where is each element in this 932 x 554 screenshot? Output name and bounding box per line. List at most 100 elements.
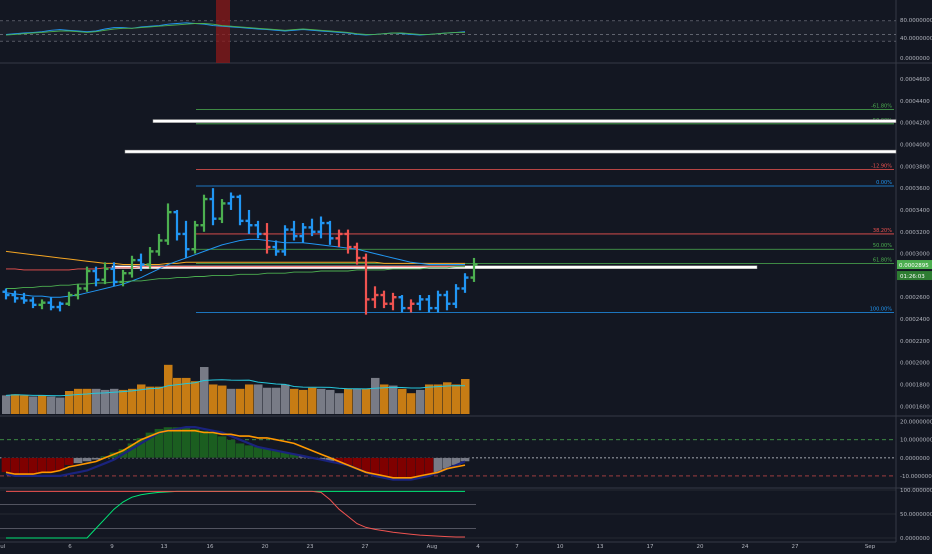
volume-bar [425,384,434,414]
macd-histogram-bar [73,457,83,464]
macd-histogram-bar [64,457,74,466]
fib-level-label: 100.00% [870,306,892,312]
volume-bar [380,384,389,414]
time-axis-label: 9 [110,544,114,550]
volume-bar [110,388,119,414]
time-axis-label: 24 [742,544,749,550]
volume-bar [38,395,47,414]
macd-histogram-bar [406,457,416,480]
volume-bar [137,384,146,414]
macd-histogram-bar [208,432,218,458]
volume-bar [119,389,128,414]
price-axis-label: 0.0003000 [900,252,930,258]
bottom-red-line [6,490,465,538]
volume-bar [47,396,56,414]
volume-bar [191,381,200,414]
macd-histogram-bar [181,426,191,458]
fib-level-label: 61.80% [873,257,892,263]
macd-axis-label: 10.0000000 [900,438,932,444]
volume-bar [308,387,317,414]
horizontal-ray-2[interactable] [124,149,897,154]
price-axis-label: 0.0004000 [900,143,930,149]
time-axis-label: 23 [307,544,314,550]
volume-bar [164,364,173,414]
price-axis-label: 0.0003200 [900,230,930,236]
oscillator-line-b [5,23,465,36]
volume-bar [272,387,281,414]
macd-signal-line [5,426,466,481]
volume-bar [371,377,380,414]
time-axis-label: 17 [647,544,654,550]
macd-histogram-bar [244,445,254,458]
macd-histogram-bar [28,457,38,475]
macd-histogram-bar [1,457,11,473]
macd-histogram-bar [19,457,29,475]
time-axis-label: 4 [476,544,480,550]
time-axis-label: Aug [427,544,438,550]
bottom-axis-label: 100.0000000 [900,488,932,494]
macd-line [5,429,466,479]
volume-bar [209,384,218,414]
volume-moving-average [5,379,466,397]
volume-bar [245,384,254,414]
moving-average-blue [5,238,465,298]
volume-bar [200,367,209,414]
macd-axis-label: 20.0000000 [900,420,932,426]
volume-bar [398,388,407,414]
volume-bar [182,377,191,414]
volume-bar [92,388,101,414]
price-axis-label: 0.0001800 [900,382,930,388]
time-axis-label: 10 [557,544,564,550]
volume-bar [407,393,416,414]
volume-bar [236,388,245,414]
moving-average-green [6,266,465,289]
macd-histogram-bar [190,428,200,458]
rsi-axis-label: 80.0000000 [900,18,932,24]
time-axis-label: 13 [161,544,168,550]
volume-bar [2,395,11,414]
price-axis-label: 0.0003400 [900,208,930,214]
volume-bar [263,387,272,414]
time-axis-label: 16 [207,544,214,550]
macd-histogram-bar [172,426,182,458]
volume-bar [218,385,227,414]
price-axis-label: 0.0002000 [900,361,930,367]
time-axis-label: 6 [68,544,72,550]
volume-bar [227,388,236,414]
volume-bar [317,388,326,414]
horizontal-ray-1[interactable] [152,119,897,123]
countdown-tag [897,271,932,281]
price-axis-label: 0.0002600 [900,295,930,301]
macd-axis-label: -10.0000000 [900,474,932,480]
volume-bar [335,393,344,414]
volume-bar [146,386,155,414]
price-axis-label: 0.0001600 [900,404,930,410]
time-axis-label: 13 [597,544,604,550]
bottom-axis-label: 50.0000000 [900,512,932,518]
volume-bar [281,384,290,414]
fib-level-label: -12.90% [871,164,892,170]
horizontal-ray-3[interactable] [111,265,758,269]
price-axis-label: 0.0004200 [900,121,930,127]
current-price-value: 0.0002895 [899,263,929,269]
fib-level-label: -61.80% [871,104,892,110]
macd-histogram-bar [46,457,56,473]
volume-bar [353,388,362,414]
macd-histogram-bar [217,435,227,458]
macd-histogram-bar [10,457,20,475]
fib-level-label: 50.00% [873,243,892,249]
current-price-tag [897,260,932,270]
macd-histogram-bar [37,457,47,473]
macd-axis-label: 0.0000000 [900,456,930,462]
time-axis-label: 7 [515,544,519,550]
volume-bar [362,388,371,414]
volume-bar [326,389,335,414]
volume-bar [56,397,65,414]
volume-bar [461,379,470,414]
volume-bar [74,388,83,414]
fib-level-label: 0.00% [876,180,892,186]
rsi-axis-label: 0.0000000 [900,56,930,62]
moving-average-orange [5,250,465,265]
